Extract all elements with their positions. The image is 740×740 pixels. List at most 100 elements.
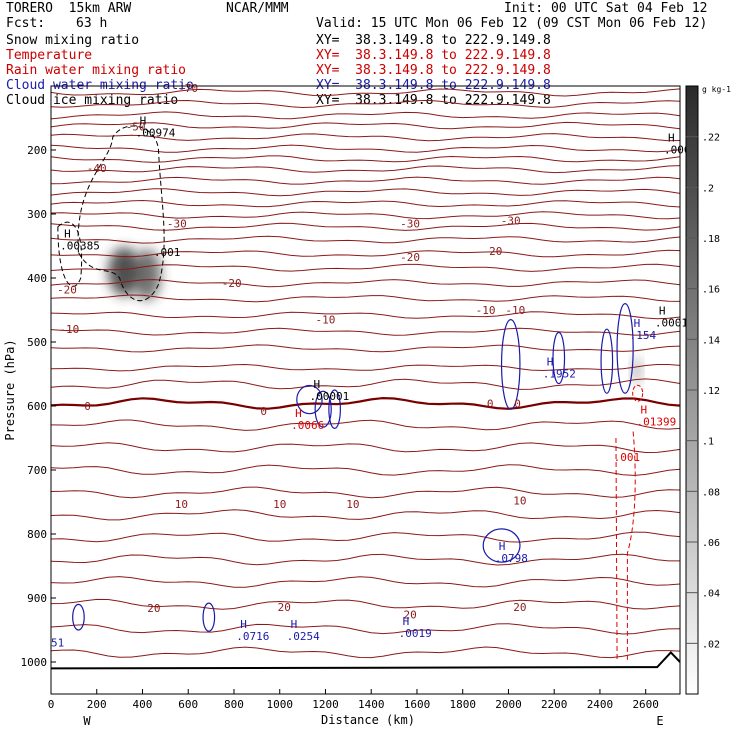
isotherm <box>50 188 681 197</box>
isotherm <box>50 363 681 372</box>
cloud-water-contour <box>616 303 634 394</box>
legend-snow: Snow mixing ratio <box>6 33 140 48</box>
y-tick-label: 300 <box>27 208 47 221</box>
extremum-value: .0254 <box>287 630 320 643</box>
isotherm-label: 10 <box>175 498 188 511</box>
x-tick-label: 1800 <box>449 698 476 711</box>
isotherm-label: -40 <box>87 162 107 175</box>
extremum-marker: H <box>240 618 247 631</box>
isotherm-label: 10 <box>513 495 526 508</box>
y-tick-label: 600 <box>27 400 47 413</box>
isotherm <box>50 133 681 142</box>
terrain-line <box>50 650 681 670</box>
extremum-value: .0066 <box>291 419 324 432</box>
legend-snow-xy: XY= 38.3.149.8 to 222.9.149.8 <box>316 33 551 48</box>
x-tick-label: 800 <box>224 698 244 711</box>
snow-blob <box>133 249 161 301</box>
cloud-water-contour <box>600 328 614 394</box>
extremum-value: .00385 <box>60 240 100 253</box>
legend-cloud-ice: Cloud ice mixing ratio <box>6 93 179 108</box>
colorbar-tick-label: .04 <box>702 589 720 600</box>
isotherm <box>50 531 681 543</box>
x-tick-label: 0 <box>48 698 55 711</box>
ice-contour <box>57 221 83 287</box>
ice-contour <box>77 125 165 302</box>
init-time: Init: 00 UTC Sat 04 Feb 12 <box>504 1 708 16</box>
x-tick-label: 1200 <box>312 698 339 711</box>
y-tick-label: 400 <box>27 272 47 285</box>
legend-temperature-xy: XY= 38.3.149.8 to 222.9.149.8 <box>316 48 551 63</box>
colorbar-tick-label: .08 <box>702 487 720 498</box>
extremum-value: .00001 <box>309 390 349 403</box>
isotherm <box>50 486 681 499</box>
isotherm-label: -20 <box>400 251 420 264</box>
isotherm-label: 20 <box>513 601 526 614</box>
isotherm-label: 0 <box>260 405 267 418</box>
extremum-marker: H <box>291 618 298 631</box>
cloud-ice-contours <box>57 125 165 302</box>
colorbar-tick-label: .16 <box>702 285 720 296</box>
x-tick-label: 2600 <box>632 698 659 711</box>
isotherm-label: -20 <box>57 284 77 297</box>
isotherm <box>50 99 681 109</box>
extremum-value: .0716 <box>236 630 269 643</box>
isotherm <box>50 464 681 476</box>
valid-time: Valid: 15 UTC Mon 06 Feb 12 (09 CST Mon … <box>316 16 708 31</box>
isotherm <box>50 327 681 336</box>
isotherm <box>50 199 681 208</box>
cloud-water-contour <box>72 603 85 631</box>
isotherm <box>50 344 681 353</box>
extremum-marker: H <box>499 540 506 553</box>
x-tick-label: 2200 <box>541 698 568 711</box>
extremum-value: .001 <box>154 246 181 259</box>
extremum-marker: H <box>64 228 71 241</box>
x-tick-label: 1600 <box>404 698 431 711</box>
isotherm <box>50 442 681 454</box>
x-tick-label: 400 <box>133 698 153 711</box>
colorbar-tick-label: .2 <box>702 183 714 194</box>
cloud-water-contour <box>500 319 521 410</box>
isotherm-label: 0 <box>514 397 521 410</box>
isotherm-label: -10 <box>59 323 79 336</box>
extremum-marker: H <box>140 114 147 127</box>
isotherm <box>50 155 681 163</box>
extremum-marker: H <box>403 615 410 628</box>
isotherm <box>50 419 681 431</box>
colorbar: .02 .04 .06 .08 .1 .12 .14 .16 .18 .2 .22 g kg-1 <box>685 85 731 695</box>
cloud-water-contour <box>314 390 332 428</box>
extremum-value: .0019 <box>399 627 432 640</box>
temperature-contours <box>50 88 681 659</box>
x-tick-label: 1400 <box>358 698 385 711</box>
isotherm <box>50 235 681 244</box>
isotherm <box>50 111 681 120</box>
x-tick-label: 2000 <box>495 698 522 711</box>
isotherm-label: 0 <box>487 397 494 410</box>
rain-contours <box>615 384 644 663</box>
extremum-value: .01399 <box>637 416 677 429</box>
legend-rain: Rain water mixing ratio <box>6 63 187 78</box>
isotherm <box>50 378 681 390</box>
axes: 0 200 400 600 800 1000 1200 1400 1600 1800 2000 220… <box>21 144 659 711</box>
extremum-value: .154 <box>630 329 657 342</box>
rain-contour <box>615 437 618 663</box>
colorbar-tick-label: .02 <box>702 639 720 650</box>
extremum-value: 51 <box>51 636 64 649</box>
zero-isotherm <box>50 396 681 410</box>
org-label: NCAR/MMM <box>226 1 289 16</box>
colorbar-tick-label: .06 <box>702 538 720 549</box>
isotherm <box>50 144 681 153</box>
x-axis-label: Distance (km) <box>321 713 415 727</box>
isotherm-label: -30 <box>501 214 521 227</box>
snow-blob <box>632 356 641 385</box>
isotherm-label: -30 <box>400 218 420 231</box>
isotherm <box>50 311 681 320</box>
isotherm <box>50 263 681 272</box>
colorbar-tick-label: .12 <box>702 386 720 397</box>
isotherm <box>50 553 680 566</box>
isotherm <box>50 598 681 610</box>
isotherm <box>50 509 681 521</box>
y-tick-label: 1000 <box>21 656 48 669</box>
isotherm-label: -20 <box>222 277 242 290</box>
x-tick-label: 1000 <box>266 698 293 711</box>
model-title: TORERO 15km ARW <box>6 1 132 16</box>
